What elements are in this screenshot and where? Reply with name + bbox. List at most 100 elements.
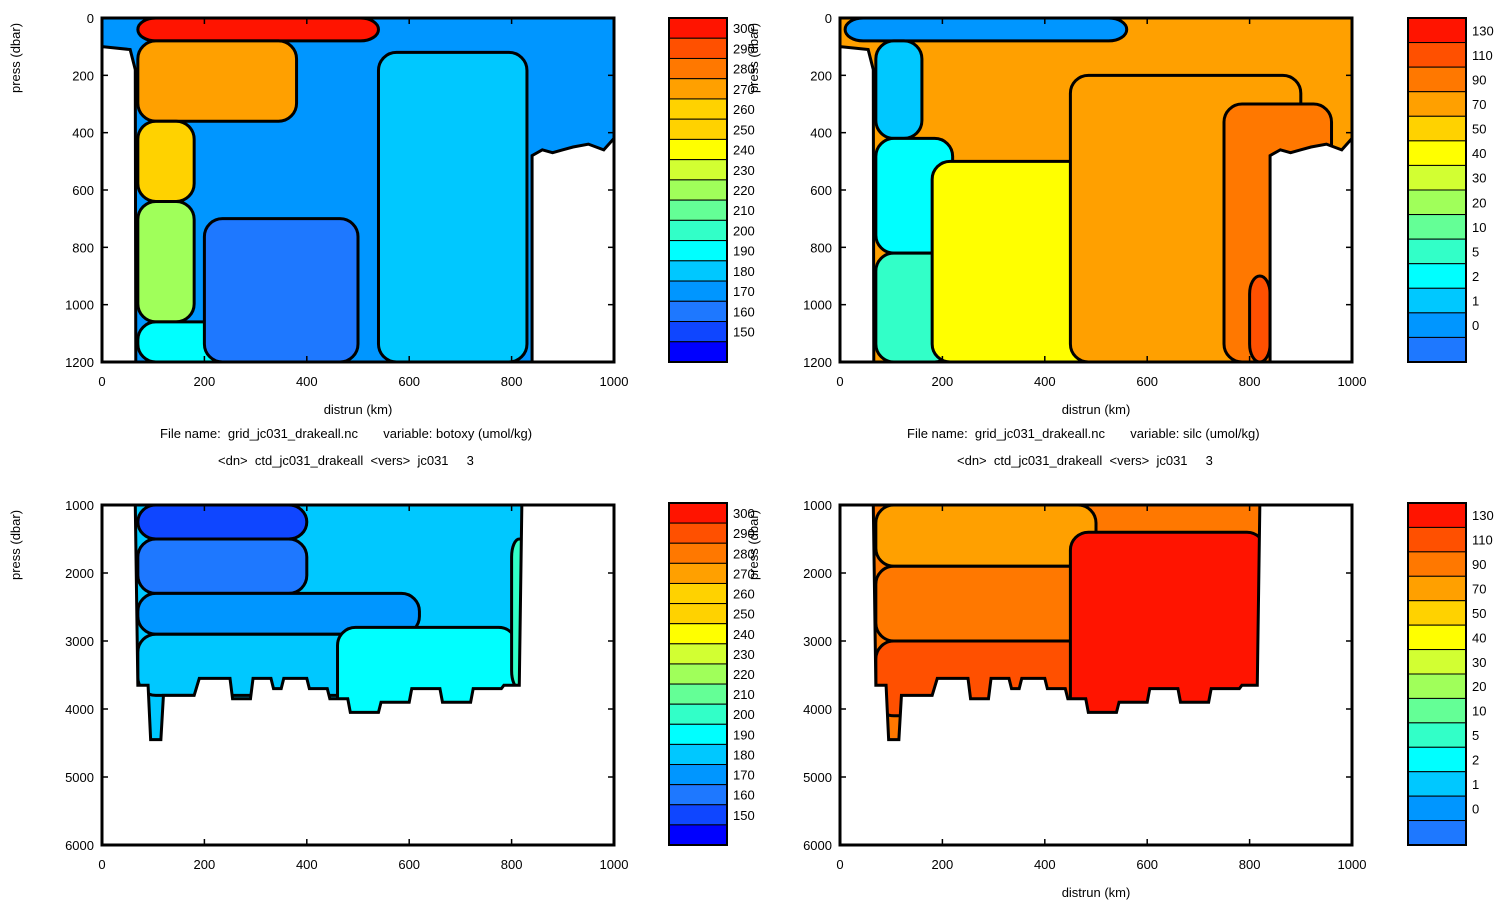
colorbar-swatch [1407, 697, 1467, 724]
colorbar-swatch [668, 663, 728, 685]
x-tick-label: 1000 [1338, 374, 1367, 389]
y-tick-label: 1000 [803, 298, 832, 313]
colorbar-swatch [668, 764, 728, 786]
colorbar-label: 110 [1472, 48, 1493, 63]
colorbar-label: 150 [733, 808, 755, 823]
colorbar-label: 5 [1472, 728, 1479, 743]
colorbar-frame [668, 17, 728, 363]
colorbar-swatch [668, 623, 728, 645]
colorbar-label: 160 [733, 788, 755, 803]
oxygen-file-info: File name: grid_jc031_drakeall.nc variab… [160, 426, 533, 441]
colorbar-swatch [1407, 820, 1467, 846]
colorbar-label: 250 [733, 607, 755, 622]
x-tick-label: 800 [501, 857, 523, 872]
plot-area-oxygen-upper [102, 18, 614, 362]
colorbar-label: 240 [733, 627, 755, 642]
colorbar-label: 50 [1472, 122, 1486, 137]
colorbar-label: 190 [733, 727, 755, 742]
x-tick-label: 800 [1239, 374, 1261, 389]
x-tick-label: 400 [1034, 857, 1056, 872]
y-tick-label: 400 [72, 126, 94, 141]
colorbar-label: 20 [1472, 679, 1486, 694]
colorbar-label: 0 [1472, 801, 1479, 816]
land-right [530, 136, 614, 362]
colorbar-frame [1407, 502, 1467, 846]
colorbar-swatch [1407, 551, 1467, 577]
colorbar-label: 1 [1472, 777, 1479, 792]
land-left [102, 45, 138, 362]
plot-frame [838, 503, 1354, 847]
colorbar-label: 240 [733, 143, 755, 158]
colorbar-swatch [1407, 312, 1467, 338]
colorbar-swatch [1407, 91, 1467, 117]
x-tick-label: 600 [398, 857, 420, 872]
colorbar-swatch [668, 723, 728, 745]
colorbar-label: 90 [1472, 557, 1486, 572]
colorbar-swatch [1407, 795, 1467, 822]
colorbar-swatch [668, 260, 728, 282]
contour-band [874, 39, 924, 140]
plot-frame [100, 503, 616, 847]
x-tick-label: 600 [1136, 857, 1158, 872]
x-tick-label: 0 [836, 374, 843, 389]
colorbar-label: 210 [733, 203, 755, 218]
colorbar-label: 130 [1472, 23, 1494, 38]
oxygen-version-info: <dn> ctd_jc031_drakeall <vers> jc031 3 [218, 453, 474, 468]
colorbar-swatch [668, 17, 728, 39]
colorbar-label: 40 [1472, 146, 1486, 161]
x-tick-label: 200 [194, 374, 216, 389]
colorbar-label: 170 [733, 768, 755, 783]
colorbar-swatch [668, 199, 728, 221]
y-tick-label: 600 [810, 183, 832, 198]
colorbar-swatch [1407, 722, 1467, 748]
y-tick-label: 5000 [65, 770, 94, 785]
colorbar-swatch [668, 522, 728, 544]
x-tick-label: 200 [932, 857, 954, 872]
y-axis-label: press (dbar) [8, 510, 23, 580]
colorbar-swatch [668, 643, 728, 665]
y-tick-label: 3000 [803, 634, 832, 649]
colorbar-label: 180 [733, 747, 755, 762]
colorbar-swatch [1407, 526, 1467, 553]
y-axis-label: press (dbar) [746, 23, 761, 93]
colorbar-label: 250 [733, 122, 755, 137]
land-seafloor [840, 505, 1352, 845]
contour-band [843, 18, 1129, 43]
y-tick-label: 4000 [803, 702, 832, 717]
y-tick-label: 1200 [803, 355, 832, 370]
colorbar-label: 70 [1472, 582, 1486, 597]
x-axis-label: distrun (km) [324, 402, 393, 417]
colorbar-label: 5 [1472, 244, 1479, 259]
y-tick-label: 1000 [65, 298, 94, 313]
colorbar-swatch [1407, 263, 1467, 289]
colorbar-swatch [668, 98, 728, 120]
colorbar-swatch [668, 280, 728, 302]
colorbar-label: 300 [733, 21, 755, 36]
colorbar-label: 270 [733, 566, 755, 581]
colorbar-label: 2 [1472, 269, 1479, 284]
colorbar-label: 90 [1472, 72, 1486, 87]
x-tick-label: 600 [398, 374, 420, 389]
y-tick-label: 0 [825, 11, 832, 26]
contour-band [136, 537, 309, 595]
x-tick-label: 0 [98, 374, 105, 389]
land-right [1268, 136, 1352, 362]
y-tick-label: 3000 [65, 634, 94, 649]
x-tick-label: 0 [98, 857, 105, 872]
land-left [840, 45, 876, 362]
plot-area-oxygen-deep [102, 505, 614, 845]
plot-area-silicate-deep [840, 505, 1352, 845]
silicate-version-info: <dn> ctd_jc031_drakeall <vers> jc031 3 [957, 453, 1213, 468]
y-tick-label: 4000 [65, 702, 94, 717]
colorbar-label: 110 [1472, 533, 1493, 548]
colorbar-label: 70 [1472, 97, 1486, 112]
colorbar-label: 290 [733, 526, 755, 541]
colorbar-swatch [1407, 649, 1467, 675]
colorbar-swatch [668, 824, 728, 846]
colorbar-label: 130 [1472, 508, 1494, 523]
contour-band [136, 119, 196, 203]
colorbar-swatch [1407, 189, 1467, 216]
